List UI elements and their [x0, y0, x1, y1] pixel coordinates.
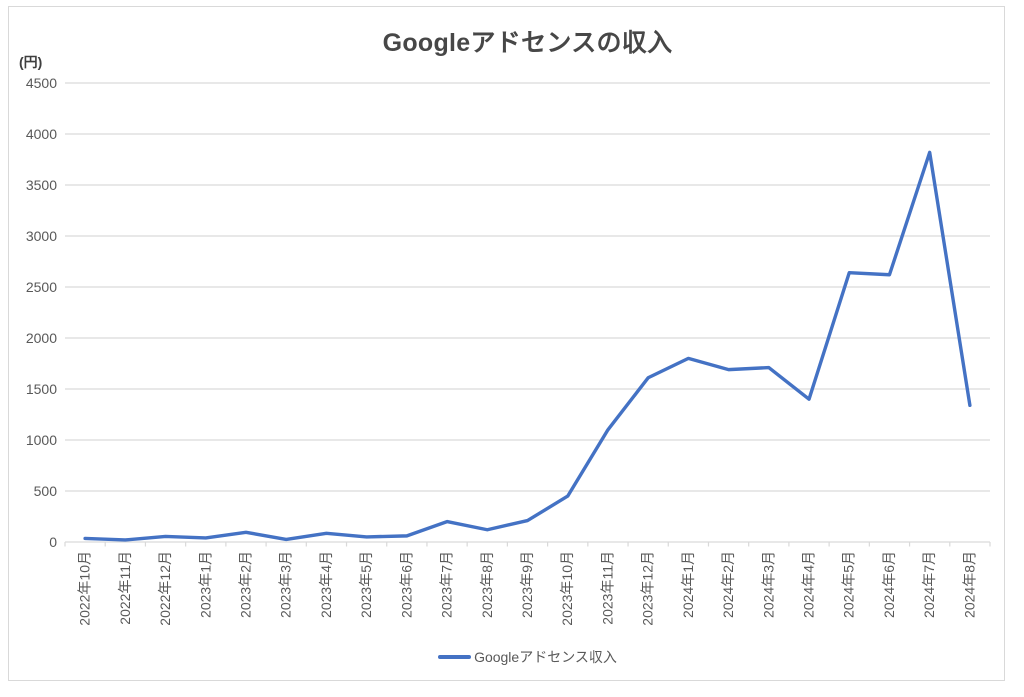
x-tick-label: 2023年7月 — [439, 551, 455, 618]
x-tick-label: 2023年9月 — [519, 551, 535, 618]
x-tick-label: 2022年11月 — [117, 551, 133, 625]
x-tick-label: 2023年4月 — [318, 551, 334, 618]
x-tick-label: 2023年8月 — [479, 551, 495, 618]
chart-title: Googleアドセンスの収入 — [382, 29, 673, 57]
x-tick-label: 2024年2月 — [720, 551, 736, 618]
legend-line-swatch — [438, 655, 472, 659]
legend: Googleアドセンス収入 — [65, 647, 990, 667]
x-tick-label: 2023年12月 — [640, 551, 656, 626]
x-tick-label: 2023年2月 — [237, 551, 253, 618]
x-tick-label: 2024年8月 — [961, 551, 977, 618]
x-tick-label: 2023年6月 — [398, 551, 414, 618]
y-tick-label: 1500 — [26, 381, 57, 397]
x-tick-label: 2023年5月 — [358, 551, 374, 618]
y-tick-label: 1000 — [26, 432, 57, 448]
y-tick-label: 3500 — [26, 177, 57, 193]
y-axis-unit-label: (円) — [19, 54, 43, 70]
x-tick-label: 2024年5月 — [841, 551, 857, 618]
x-tick-label: 2024年7月 — [921, 551, 937, 618]
x-tick-label: 2023年11月 — [599, 551, 615, 625]
x-tick-label: 2022年12月 — [157, 551, 173, 626]
legend-label: Googleアドセンス収入 — [474, 649, 617, 665]
y-tick-label: 4500 — [26, 75, 57, 91]
x-tick-label: 2024年3月 — [760, 551, 776, 618]
x-tick-label: 2022年10月 — [77, 551, 93, 626]
x-tick-label: 2024年1月 — [680, 551, 696, 618]
chart-frame — [8, 6, 1005, 681]
y-tick-label: 2500 — [26, 279, 57, 295]
x-tick-label: 2024年4月 — [801, 551, 817, 618]
y-tick-label: 3000 — [26, 228, 57, 244]
x-tick-label: 2023年1月 — [197, 551, 213, 618]
y-tick-label: 4000 — [26, 126, 57, 142]
y-tick-label: 2000 — [26, 330, 57, 346]
y-tick-label: 0 — [49, 534, 57, 550]
series-line — [83, 150, 972, 542]
x-tick-label: 2023年3月 — [278, 551, 294, 618]
x-tick-label: 2023年10月 — [559, 551, 575, 626]
x-tick-label: 2024年6月 — [881, 551, 897, 618]
y-tick-label: 500 — [34, 483, 58, 499]
